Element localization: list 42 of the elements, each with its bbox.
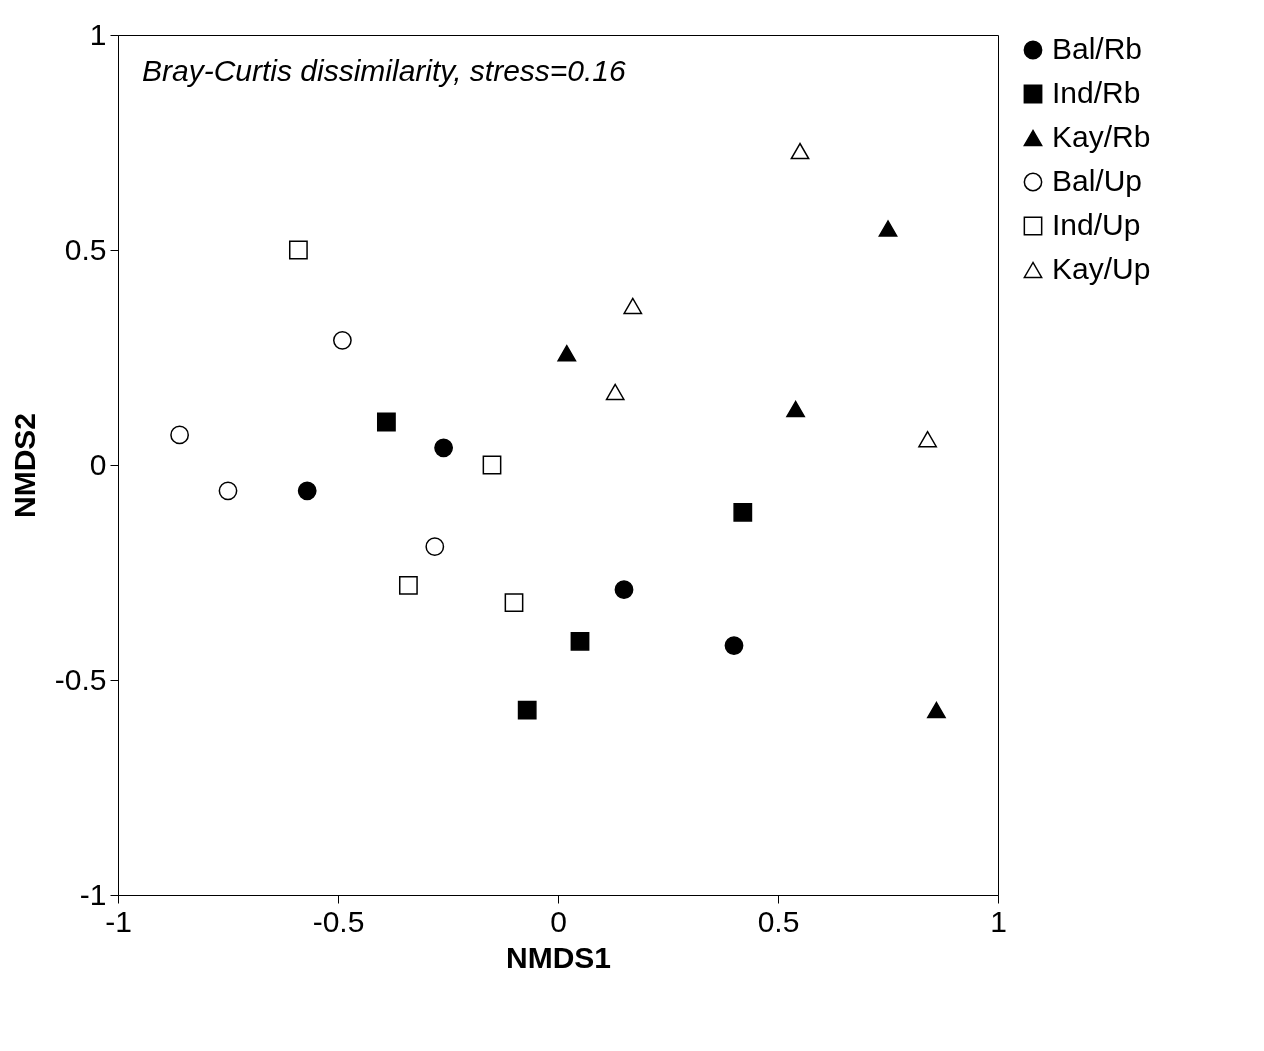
annotation: Bray-Curtis dissimilarity, stress=0.16 [142,54,627,87]
point [398,575,418,595]
point [376,412,396,432]
point [790,142,810,160]
legend-label: Kay/Rb [1052,120,1151,153]
point [926,701,946,719]
point [482,455,502,475]
point [918,430,938,448]
point [297,481,317,501]
y-tick-label: 1 [89,17,107,51]
y-tick-label: 0.5 [64,232,107,266]
x-tick-label: 0 [550,904,567,938]
x-tick-label: 1 [990,904,1007,938]
point [434,438,454,458]
point [218,481,238,501]
point [614,580,634,600]
point [557,344,577,362]
legend-label: Ind/Rb [1052,76,1141,109]
point [504,593,524,613]
point [517,700,537,720]
x-tick-label: 0.5 [757,904,800,938]
legend-label: Ind/Up [1052,208,1141,241]
point [724,636,744,655]
point [332,330,352,350]
y-axis-title: NMDS2 [7,412,41,519]
point [288,240,308,260]
y-tick-label: -0.5 [54,662,107,696]
legend-label: Bal/Rb [1052,32,1143,65]
point [570,631,590,651]
point [623,297,643,315]
y-tick-label: -1 [79,877,107,911]
legend-label: Bal/Up [1052,164,1143,197]
y-tick-label: 0 [89,447,107,481]
x-axis-title: NMDS1 [505,940,612,974]
point [170,425,190,445]
point [786,400,806,418]
point [878,220,898,237]
point [605,383,625,401]
point [733,502,753,522]
legend-label: Kay/Up [1052,252,1151,285]
point [425,537,445,557]
x-tick-label: -0.5 [312,904,365,938]
